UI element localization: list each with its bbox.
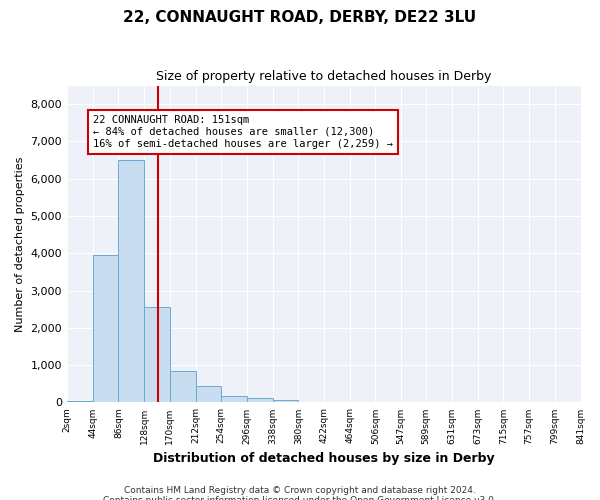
Bar	[247, 398, 272, 402]
Bar	[221, 396, 247, 402]
X-axis label: Distribution of detached houses by size in Derby: Distribution of detached houses by size …	[153, 452, 494, 465]
Text: 22, CONNAUGHT ROAD, DERBY, DE22 3LU: 22, CONNAUGHT ROAD, DERBY, DE22 3LU	[124, 10, 476, 25]
Text: Contains HM Land Registry data © Crown copyright and database right 2024.: Contains HM Land Registry data © Crown c…	[124, 486, 476, 495]
Bar	[67, 400, 93, 402]
Bar	[272, 400, 298, 402]
Text: 22 CONNAUGHT ROAD: 151sqm
← 84% of detached houses are smaller (12,300)
16% of s: 22 CONNAUGHT ROAD: 151sqm ← 84% of detac…	[93, 116, 393, 148]
Bar	[118, 160, 144, 402]
Bar	[93, 255, 118, 402]
Bar	[170, 370, 196, 402]
Title: Size of property relative to detached houses in Derby: Size of property relative to detached ho…	[156, 70, 491, 83]
Y-axis label: Number of detached properties: Number of detached properties	[15, 156, 25, 332]
Bar	[144, 308, 170, 402]
Bar	[196, 386, 221, 402]
Text: Contains public sector information licensed under the Open Government Licence v3: Contains public sector information licen…	[103, 496, 497, 500]
